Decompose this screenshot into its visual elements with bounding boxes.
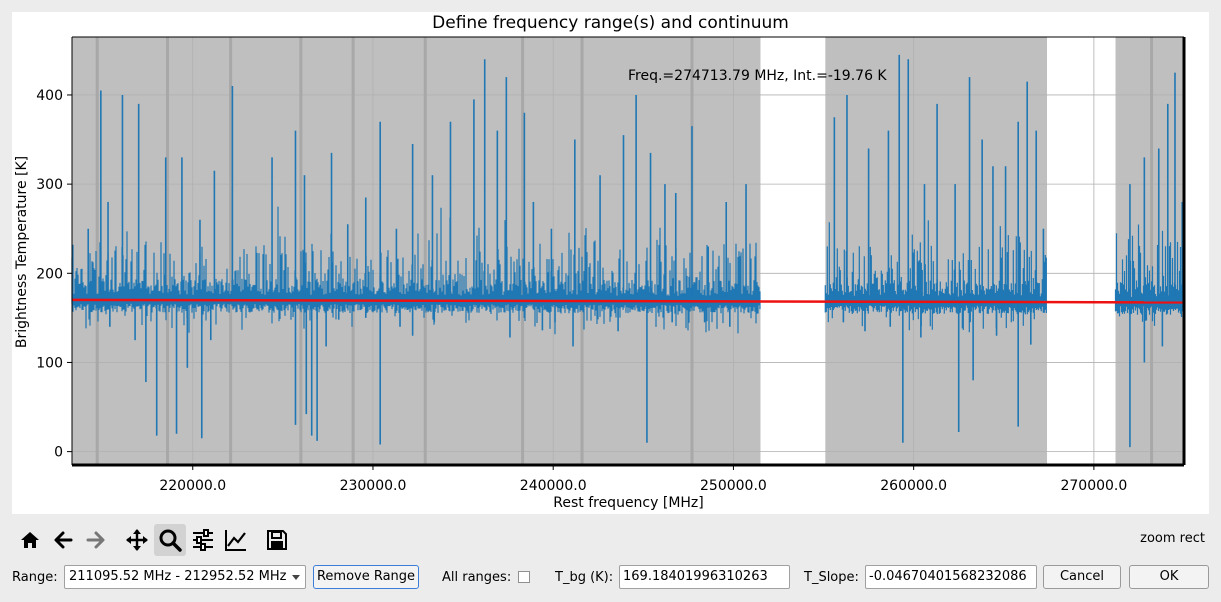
continuum-line-group <box>71 298 1185 304</box>
tslope-input[interactable]: -0.04670401568232086 <box>865 565 1037 589</box>
move-icon <box>126 529 148 551</box>
all-ranges-checkbox[interactable] <box>518 571 530 583</box>
range-controls: Range: 211095.52 MHz - 212952.52 MHz Rem… <box>0 562 1221 594</box>
y-tick-label: 300 <box>36 177 63 193</box>
toolbar-mode-text: zoom rect <box>1140 531 1205 546</box>
x-tick-label: 230000.0 <box>340 478 407 494</box>
x-tick-label: 240000.0 <box>520 478 587 494</box>
x-tick-label: 260000.0 <box>880 478 947 494</box>
tslope-label: T_Slope: <box>804 570 859 585</box>
floppy-disk-icon <box>267 530 287 550</box>
ok-button[interactable]: OK <box>1129 565 1209 589</box>
x-tick-label: 250000.0 <box>700 478 767 494</box>
tick-labels: 220000.0 230000.0 240000.0 250000.0 260000.0… <box>36 88 1127 494</box>
cursor-readout: Freq.=274713.79 MHz, Int.=-19.76 K <box>628 68 887 84</box>
range-select[interactable]: 211095.52 MHz - 212952.52 MHz <box>64 565 306 589</box>
x-tick-label: 220000.0 <box>159 478 226 494</box>
remove-range-button[interactable]: Remove Range <box>313 565 419 589</box>
y-axis-label: Brightness Temperature [K] <box>14 155 30 349</box>
tbg-input[interactable]: 169.18401996310263 <box>619 565 790 589</box>
range-label: Range: <box>12 570 58 585</box>
range-select-value: 211095.52 MHz - 212952.52 MHz <box>69 569 287 584</box>
home-icon <box>21 532 39 548</box>
all-ranges-label: All ranges: <box>442 570 512 585</box>
grid-lines <box>72 37 1184 465</box>
arrow-right-icon <box>86 531 105 549</box>
sliders-icon <box>193 529 213 551</box>
zoom-button[interactable] <box>154 524 186 556</box>
forward-button[interactable] <box>80 524 112 556</box>
axes-button[interactable] <box>220 524 252 556</box>
axes <box>71 36 1186 467</box>
arrow-left-icon <box>54 531 73 549</box>
spectrum-series <box>71 54 1185 448</box>
back-button[interactable] <box>47 524 79 556</box>
subplots-button[interactable] <box>187 524 219 556</box>
tbg-label: T_bg (K): <box>555 570 614 585</box>
y-tick-label: 100 <box>36 355 63 371</box>
x-tick-label: 270000.0 <box>1060 478 1127 494</box>
pan-button[interactable] <box>121 524 153 556</box>
line-chart-icon <box>225 530 246 551</box>
y-tick-label: 200 <box>36 266 63 282</box>
spectrum-chart[interactable]: 220000.0 230000.0 240000.0 250000.0 260000.0… <box>0 0 1221 520</box>
continuum-line <box>71 298 1185 304</box>
y-tick-label: 400 <box>36 88 63 104</box>
range-boundaries <box>95 37 1154 465</box>
range-shading <box>72 37 1184 465</box>
magnifier-icon <box>159 529 182 552</box>
chevron-down-icon <box>292 575 300 580</box>
x-axis-label: Rest frequency [MHz] <box>553 495 704 511</box>
chart-title: Define frequency range(s) and continuum <box>432 13 789 33</box>
y-tick-label: 0 <box>54 445 63 461</box>
save-button[interactable] <box>261 524 293 556</box>
shaded-range <box>72 37 761 465</box>
shaded-range <box>825 37 1048 465</box>
navigation-toolbar <box>14 524 294 556</box>
home-button[interactable] <box>14 524 46 556</box>
cancel-button[interactable]: Cancel <box>1043 565 1121 589</box>
shaded-range <box>1115 37 1184 465</box>
